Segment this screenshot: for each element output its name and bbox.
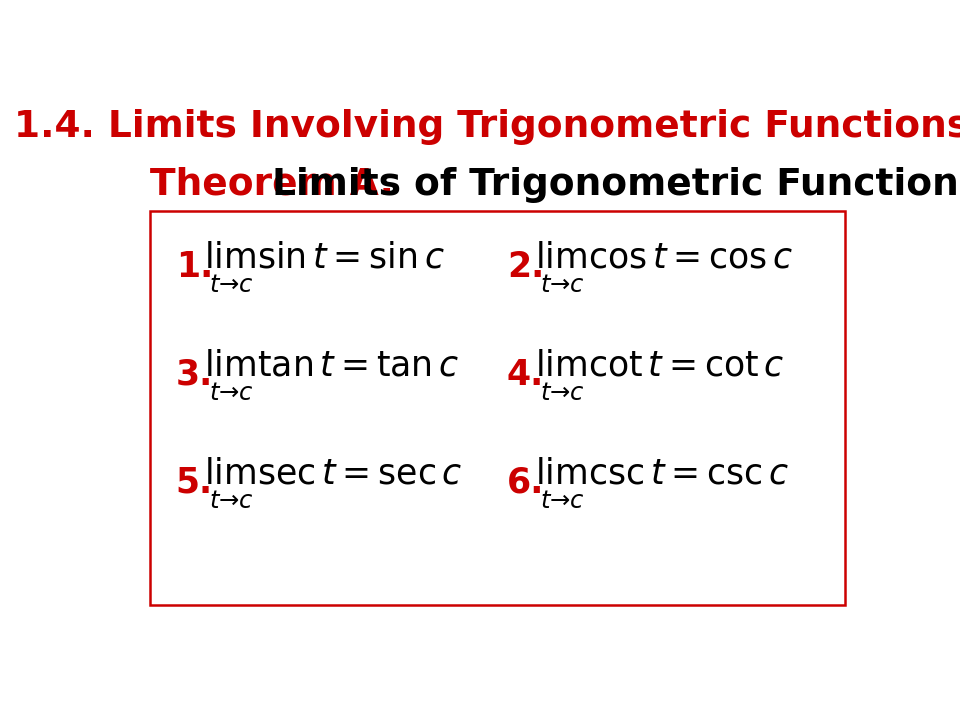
Text: 4.: 4.	[507, 358, 544, 392]
Text: 5.: 5.	[176, 466, 213, 500]
Text: $\lim_{t \to c} \cot t = \cot c$: $\lim_{t \to c} \cot t = \cot c$	[535, 348, 784, 402]
Text: 3.: 3.	[176, 358, 213, 392]
Text: 1.4. Limits Involving Trigonometric Functions: 1.4. Limits Involving Trigonometric Func…	[14, 109, 960, 145]
Text: $\lim_{t \to c} \sin t = \sin c$: $\lim_{t \to c} \sin t = \sin c$	[204, 240, 445, 294]
FancyBboxPatch shape	[150, 211, 846, 605]
Text: $\lim_{t \to c} \csc t = \csc c$: $\lim_{t \to c} \csc t = \csc c$	[535, 456, 789, 510]
Text: $\lim_{t \to c} \tan t = \tan c$: $\lim_{t \to c} \tan t = \tan c$	[204, 348, 459, 402]
Text: 6.: 6.	[507, 466, 544, 500]
Text: Theorem A.: Theorem A.	[150, 167, 394, 203]
Text: 1.: 1.	[176, 250, 213, 284]
Text: $\lim_{t \to c} \cos t = \cos c$: $\lim_{t \to c} \cos t = \cos c$	[535, 240, 794, 294]
Text: 2.: 2.	[507, 250, 544, 284]
Text: Limits of Trigonometric Functions: Limits of Trigonometric Functions	[259, 167, 960, 203]
Text: $\lim_{t \to c} \sec t = \sec c$: $\lim_{t \to c} \sec t = \sec c$	[204, 456, 463, 510]
